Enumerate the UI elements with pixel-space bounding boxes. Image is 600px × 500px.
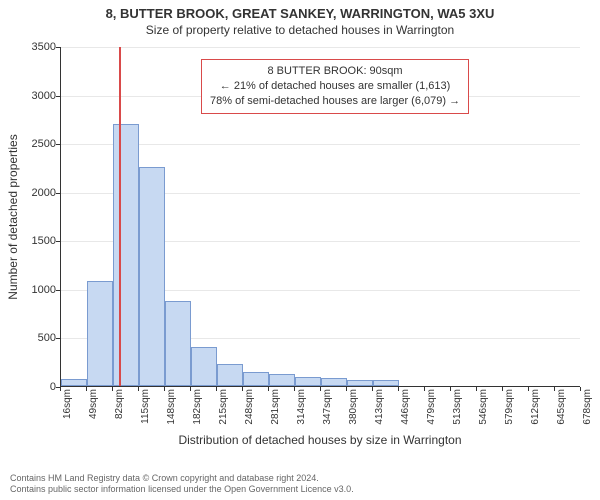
y-tick-label: 1500 bbox=[16, 235, 56, 247]
x-tick-mark bbox=[346, 387, 347, 391]
x-tick-mark bbox=[424, 387, 425, 391]
x-tick-mark bbox=[268, 387, 269, 391]
x-tick-mark bbox=[294, 387, 295, 391]
histogram-bar bbox=[87, 281, 113, 386]
y-tick-label: 1000 bbox=[16, 284, 56, 296]
x-tick-label: 148sqm bbox=[166, 389, 177, 435]
histogram-bar bbox=[191, 347, 217, 386]
footer-line-1: Contains HM Land Registry data © Crown c… bbox=[10, 473, 354, 485]
y-tick-label: 2000 bbox=[16, 187, 56, 199]
chart-container: Number of detached properties 0 500 1000 15… bbox=[0, 41, 600, 441]
x-tick-label: 479sqm bbox=[426, 389, 437, 435]
histogram-bar bbox=[373, 380, 399, 386]
histogram-bar bbox=[113, 124, 139, 386]
x-tick-mark bbox=[554, 387, 555, 391]
x-tick-mark bbox=[138, 387, 139, 391]
x-tick-label: 16sqm bbox=[62, 389, 73, 435]
x-tick-label: 446sqm bbox=[400, 389, 411, 435]
x-tick-mark bbox=[398, 387, 399, 391]
x-tick-mark bbox=[190, 387, 191, 391]
x-tick-label: 678sqm bbox=[582, 389, 593, 435]
x-tick-label: 380sqm bbox=[348, 389, 359, 435]
histogram-bar bbox=[139, 167, 165, 386]
x-tick-label: 645sqm bbox=[556, 389, 567, 435]
info-line-2: ← 21% of detached houses are smaller (1,… bbox=[210, 79, 460, 94]
property-marker-line bbox=[119, 47, 121, 386]
x-tick-mark bbox=[216, 387, 217, 391]
x-tick-label: 612sqm bbox=[530, 389, 541, 435]
y-tick-label: 3500 bbox=[16, 41, 56, 53]
x-tick-label: 49sqm bbox=[88, 389, 99, 435]
info-box: 8 BUTTER BROOK: 90sqm ← 21% of detached … bbox=[201, 59, 469, 114]
footer-line-2: Contains public sector information licen… bbox=[10, 484, 354, 496]
histogram-bar bbox=[321, 378, 347, 386]
histogram-bar bbox=[347, 380, 373, 386]
histogram-bar bbox=[217, 364, 243, 386]
x-tick-mark bbox=[528, 387, 529, 391]
x-tick-label: 82sqm bbox=[114, 389, 125, 435]
x-tick-label: 579sqm bbox=[504, 389, 515, 435]
plot-area: 8 BUTTER BROOK: 90sqm ← 21% of detached … bbox=[60, 47, 580, 387]
y-tick-label: 3000 bbox=[16, 90, 56, 102]
x-tick-mark bbox=[372, 387, 373, 391]
y-tick-label: 0 bbox=[16, 381, 56, 393]
x-tick-label: 248sqm bbox=[244, 389, 255, 435]
x-axis-label: Distribution of detached houses by size … bbox=[60, 433, 580, 447]
x-tick-label: 546sqm bbox=[478, 389, 489, 435]
x-tick-mark bbox=[450, 387, 451, 391]
x-tick-mark bbox=[476, 387, 477, 391]
histogram-bar bbox=[243, 372, 269, 386]
gridline bbox=[61, 47, 580, 48]
gridline bbox=[61, 144, 580, 145]
x-tick-label: 413sqm bbox=[374, 389, 385, 435]
histogram-bar bbox=[61, 379, 87, 386]
x-tick-mark bbox=[86, 387, 87, 391]
histogram-bar bbox=[165, 301, 192, 386]
y-axis-label: Number of detached properties bbox=[6, 134, 20, 299]
x-tick-mark bbox=[580, 387, 581, 391]
footer-attribution: Contains HM Land Registry data © Crown c… bbox=[10, 473, 354, 496]
y-tick-label: 2500 bbox=[16, 138, 56, 150]
x-tick-label: 215sqm bbox=[218, 389, 229, 435]
x-tick-mark bbox=[502, 387, 503, 391]
x-tick-label: 182sqm bbox=[192, 389, 203, 435]
x-tick-label: 281sqm bbox=[270, 389, 281, 435]
info-line-1: 8 BUTTER BROOK: 90sqm bbox=[210, 64, 460, 79]
x-tick-mark bbox=[242, 387, 243, 391]
x-tick-label: 115sqm bbox=[140, 389, 151, 435]
chart-title-sub: Size of property relative to detached ho… bbox=[0, 21, 600, 41]
histogram-bar bbox=[295, 377, 321, 386]
y-tick-label: 500 bbox=[16, 332, 56, 344]
chart-title-main: 8, BUTTER BROOK, GREAT SANKEY, WARRINGTO… bbox=[0, 0, 600, 21]
x-tick-mark bbox=[60, 387, 61, 391]
x-tick-label: 314sqm bbox=[296, 389, 307, 435]
histogram-bar bbox=[269, 374, 295, 386]
info-line-3: 78% of semi-detached houses are larger (… bbox=[210, 94, 460, 109]
x-tick-mark bbox=[320, 387, 321, 391]
x-tick-mark bbox=[112, 387, 113, 391]
x-tick-label: 347sqm bbox=[322, 389, 333, 435]
x-tick-label: 513sqm bbox=[452, 389, 463, 435]
x-tick-mark bbox=[164, 387, 165, 391]
